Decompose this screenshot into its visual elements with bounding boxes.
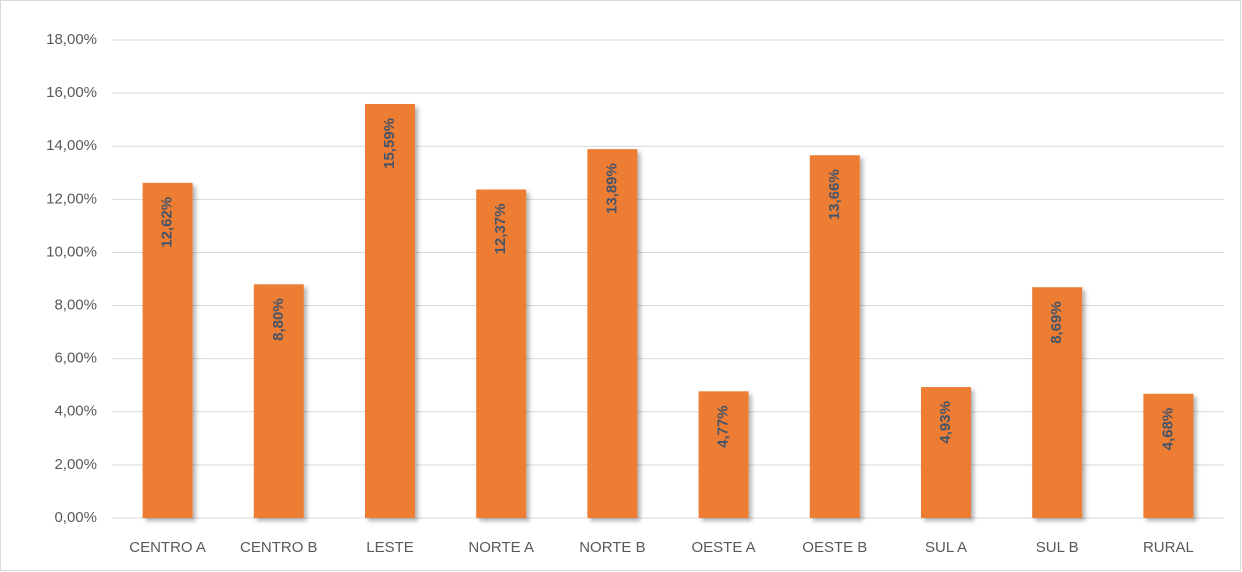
value-label: 4,77% [715, 405, 732, 448]
value-label: 8,69% [1048, 301, 1065, 344]
value-label: 15,59% [381, 118, 398, 169]
value-label: 8,80% [270, 298, 287, 341]
y-tick-label: 18,00% [46, 31, 97, 48]
y-tick-label: 8,00% [54, 297, 97, 314]
x-tick-label: LESTE [366, 539, 414, 556]
value-label: 4,68% [1159, 408, 1176, 451]
x-tick-label: SUL A [925, 539, 967, 556]
bar [142, 182, 193, 518]
y-tick-label: 2,00% [54, 456, 97, 473]
value-label: 13,89% [603, 163, 620, 214]
bar [921, 387, 971, 518]
x-tick-label: CENTRO A [129, 539, 206, 556]
bar [1032, 287, 1083, 518]
bar [587, 149, 638, 519]
y-tick-label: 12,00% [46, 190, 97, 207]
bar [698, 391, 749, 518]
x-tick-label: NORTE B [579, 539, 645, 556]
value-label: 12,62% [159, 197, 176, 248]
y-tick-label: 4,00% [54, 403, 97, 420]
x-tick-label: OESTE A [691, 539, 755, 556]
bar [1143, 393, 1194, 518]
bar [365, 103, 415, 518]
value-label: 12,37% [492, 204, 509, 255]
x-tick-label: CENTRO B [240, 539, 318, 556]
bar [809, 155, 860, 519]
x-tick-label: OESTE B [802, 539, 867, 556]
bar [476, 189, 527, 518]
y-tick-label: 16,00% [46, 84, 97, 101]
x-tick-label: RURAL [1143, 539, 1194, 556]
y-tick-label: 0,00% [54, 509, 97, 526]
value-label: 4,93% [937, 401, 954, 444]
x-tick-label: NORTE A [468, 539, 534, 556]
y-tick-label: 10,00% [46, 243, 97, 260]
y-tick-label: 6,00% [54, 350, 97, 367]
x-tick-label: SUL B [1036, 539, 1079, 556]
bar [253, 284, 304, 518]
value-label: 13,66% [826, 169, 843, 220]
y-tick-label: 14,00% [46, 137, 97, 154]
